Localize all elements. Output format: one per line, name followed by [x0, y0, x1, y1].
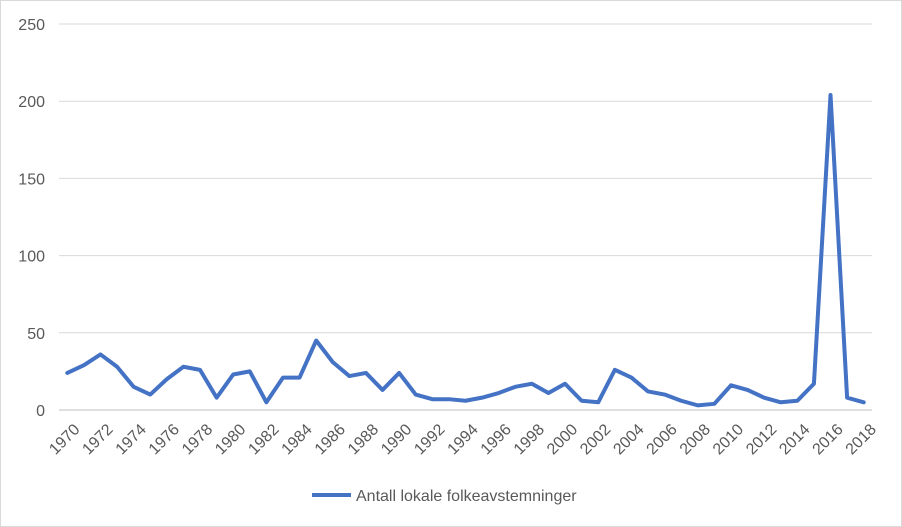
gridlines: [59, 23, 872, 334]
x-tick-label: 1988: [345, 421, 382, 458]
y-tick-label: 150: [18, 171, 45, 188]
y-tick-label: 200: [18, 94, 45, 111]
x-tick-label: 1972: [79, 421, 116, 458]
x-tick-label: 2010: [710, 421, 747, 458]
x-tick-label: 1994: [444, 421, 481, 458]
x-tick-label: 1978: [179, 421, 216, 458]
x-tick-label: 1976: [146, 421, 183, 458]
x-tick-label: 2014: [776, 421, 813, 458]
x-tick-label: 2012: [743, 421, 780, 458]
x-tick-label: 2006: [644, 421, 681, 458]
x-tick-label: 1990: [378, 421, 415, 458]
x-tick-label: 1970: [46, 421, 83, 458]
x-tick-label: 1996: [478, 421, 515, 458]
x-tick-label: 1980: [212, 421, 249, 458]
y-tick-label: 250: [18, 17, 45, 34]
y-tick-label: 0: [36, 403, 45, 420]
legend-label: Antall lokale folkeavstemninger: [356, 488, 577, 505]
y-axis-ticks: 0 50 100 150 200 250: [18, 17, 45, 420]
x-tick-label: 1986: [312, 421, 349, 458]
x-axis-ticks: 1970197219741976197819801982198419861988…: [46, 421, 880, 458]
x-tick-label: 2016: [810, 421, 847, 458]
x-tick-label: 1984: [279, 421, 316, 458]
x-tick-label: 2002: [577, 421, 614, 458]
x-tick-label: 1982: [245, 421, 282, 458]
y-tick-label: 100: [18, 249, 45, 266]
x-tick-label: 1974: [113, 421, 150, 458]
x-tick-label: 2000: [544, 421, 581, 458]
x-tick-label: 2004: [610, 421, 647, 458]
x-tick-label: 1998: [511, 421, 548, 458]
x-tick-label: 2008: [677, 421, 714, 458]
legend: Antall lokale folkeavstemninger: [312, 488, 577, 505]
y-tick-label: 50: [27, 326, 45, 343]
series-line: [65, 93, 866, 408]
x-tick-label: 1992: [411, 421, 448, 458]
x-tick-label: 2018: [843, 421, 880, 458]
series: [65, 93, 866, 408]
